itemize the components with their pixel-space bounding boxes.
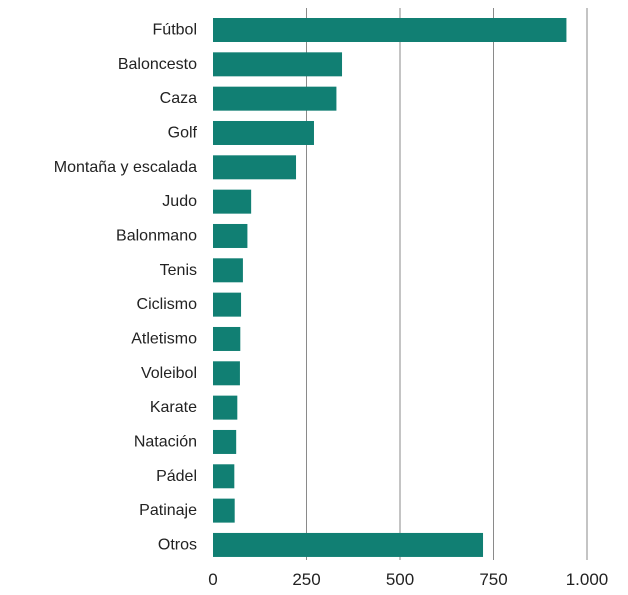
category-label-4: Montaña y escalada [54,159,197,176]
gridlines [306,8,588,560]
bar-7 [213,258,243,283]
category-label-11: Karate [150,399,197,416]
category-label-14: Patinaje [139,502,197,519]
x-tick-label-3: 750 [479,570,507,589]
bar-4 [213,155,297,180]
bar-15 [213,532,484,557]
category-label-7: Tenis [160,262,197,279]
bar-8 [213,292,242,317]
category-label-2: Caza [160,90,197,107]
bar-12 [213,429,237,454]
bar-11 [213,395,238,420]
category-label-15: Otros [158,536,197,553]
bar-13 [213,464,235,489]
category-labels: Fútbol Baloncesto Caza Golf Montaña y escala… [54,22,198,554]
bar-5 [213,189,252,214]
bars [213,18,567,557]
category-label-1: Baloncesto [118,56,197,73]
category-label-13: Pádel [156,468,197,485]
category-label-3: Golf [168,124,198,141]
bar-10 [213,361,240,386]
bar-2 [213,86,337,111]
x-tick-label-4: 1.000 [566,570,609,589]
bar-3 [213,120,314,145]
bar-1 [213,52,343,77]
bar-9 [213,326,241,351]
category-label-6: Balonmano [116,227,197,244]
category-label-8: Ciclismo [137,296,198,313]
bar-6 [213,223,248,248]
category-label-0: Fútbol [153,22,197,39]
x-tick-label-0: 0 [208,570,217,589]
category-label-5: Judo [162,193,197,210]
bar-0 [213,18,567,42]
category-label-9: Atletismo [131,330,197,347]
x-axis-tick-labels: 0 250 500 750 1.000 [208,570,608,589]
category-label-10: Voleibol [141,365,197,382]
bar-14 [213,498,235,523]
x-tick-label-1: 250 [292,570,320,589]
category-label-12: Natación [134,433,197,450]
x-tick-label-2: 500 [386,570,414,589]
